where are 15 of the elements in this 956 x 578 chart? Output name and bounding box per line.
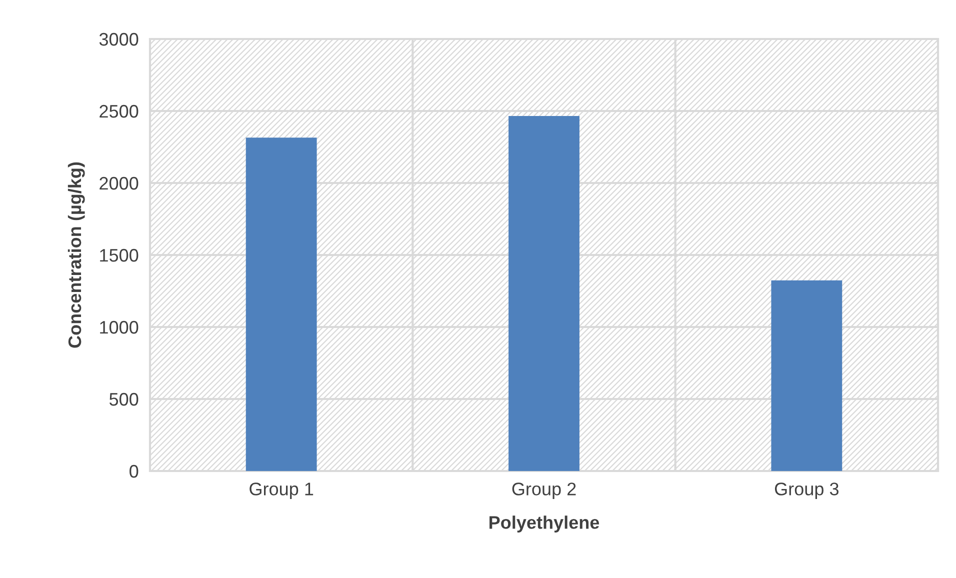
- bar: [771, 280, 842, 471]
- y-tick-label: 1000: [100, 320, 138, 334]
- y-axis-title: Concentration (µg/kg): [68, 162, 85, 348]
- bar: [246, 138, 317, 471]
- y-tick-label: 2500: [100, 104, 138, 118]
- y-tick-label: 2000: [100, 176, 138, 190]
- x-tick-label: Group 2: [512, 482, 576, 499]
- y-tick-label: 500: [109, 392, 138, 406]
- x-tick-label: Group 1: [250, 482, 314, 499]
- y-tick-label: 3000: [99, 32, 138, 46]
- y-tick-label: 0: [130, 464, 138, 478]
- y-tick-label: 1500: [100, 248, 138, 262]
- x-tick-label: Group 3: [774, 482, 838, 499]
- bar: [508, 116, 580, 471]
- x-axis-title: Polyethylene: [490, 516, 600, 532]
